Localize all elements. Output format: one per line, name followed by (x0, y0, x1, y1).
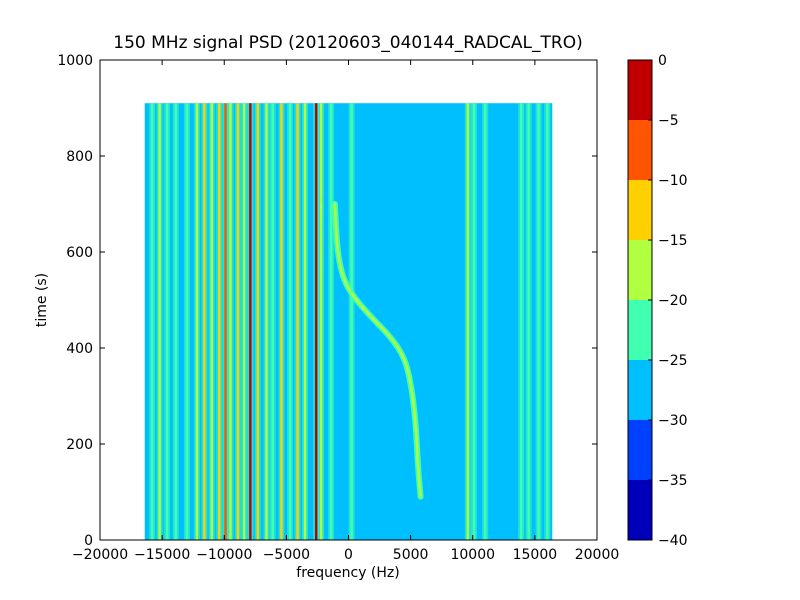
y-tick-label: 600 (66, 245, 93, 261)
spectral-line (466, 103, 469, 540)
spectral-line (236, 103, 240, 540)
spectral-line (174, 103, 177, 540)
y-tick-label: 0 (84, 533, 93, 549)
chart-title: 150 MHz signal PSD (20120603_040144_RADC… (113, 33, 582, 53)
y-axis-label: time (s) (34, 273, 50, 327)
spectral-line (314, 103, 318, 540)
spectral-line (280, 103, 283, 540)
x-axis: −20000 −15000 −10000 −5000 0 5000 10000 15000 20… (72, 60, 619, 563)
x-tick-label: 10000 (450, 547, 495, 563)
spectral-line (350, 103, 353, 540)
colorbar-tick-label: −40 (658, 533, 688, 549)
colorbar-tick-label: −10 (658, 173, 688, 189)
spectral-line (296, 103, 299, 540)
colorbar-segment (628, 480, 652, 540)
spectral-line (203, 103, 206, 540)
spectral-line (185, 103, 189, 540)
spectral-line (195, 103, 199, 540)
x-tick-label: 5000 (393, 547, 429, 563)
x-tick-label: 15000 (513, 547, 558, 563)
x-tick-label: −15000 (134, 547, 190, 563)
spectral-line (520, 103, 523, 540)
colorbar-segment (628, 120, 652, 180)
spectral-line (303, 103, 307, 540)
x-tick-label: −10000 (196, 547, 252, 563)
colorbar-segment (628, 60, 652, 120)
spectral-line (256, 103, 259, 540)
spectral-line (150, 103, 154, 540)
spectral-line (242, 103, 246, 540)
heatmap-layer (144, 103, 553, 540)
spectral-line (288, 103, 292, 540)
spectral-line (483, 103, 487, 540)
colorbar-tick-label: −35 (658, 473, 688, 489)
colorbar-tick-label: −5 (658, 113, 679, 129)
spectral-line (224, 103, 227, 540)
sweep-signal (333, 202, 422, 499)
spectral-line (472, 103, 476, 540)
spectral-line (165, 103, 169, 540)
x-axis-label: frequency (Hz) (296, 565, 399, 581)
y-tick-label: 400 (66, 341, 93, 357)
colorbar-segment (628, 300, 652, 360)
y-tick-label: 1000 (57, 53, 93, 69)
spectral-line (546, 103, 549, 540)
x-tick-label: −20000 (72, 547, 128, 563)
spectral-line (249, 103, 252, 540)
spectral-line (271, 103, 274, 540)
colorbar-segment (628, 420, 652, 480)
y-tick-label: 200 (66, 437, 93, 453)
colorbar-segment (628, 240, 652, 300)
plot-area: −20000 −15000 −10000 −5000 0 5000 10000 15000 20… (57, 53, 619, 563)
x-tick-label: 0 (344, 547, 353, 563)
x-tick-label: −5000 (263, 547, 310, 563)
spectral-line (218, 103, 221, 540)
colorbar-segment (628, 360, 652, 420)
y-tick-label: 800 (66, 149, 93, 165)
spectral-line (229, 103, 232, 540)
colorbar-segment (628, 180, 652, 240)
colorbar-tick-label: −20 (658, 293, 688, 309)
spectral-line (158, 103, 161, 540)
colorbar-tick-label: −15 (658, 233, 688, 249)
spectral-line (527, 103, 530, 540)
y-axis: 0 200 400 600 800 1000 (57, 53, 597, 549)
colorbar-tick-label: −30 (658, 413, 688, 429)
colorbar-tick-label: −25 (658, 353, 688, 369)
colorbar-tick-label: 0 (658, 53, 667, 69)
spectral-line (210, 103, 214, 540)
x-tick-label: 20000 (575, 547, 620, 563)
spectral-line (265, 103, 268, 540)
spectral-line (329, 103, 333, 540)
spectral-line (537, 103, 540, 540)
colorbar: −40 −35 −30 −25 −20 −15 −10 −5 0 (627, 53, 688, 549)
spectral-line (319, 103, 323, 540)
